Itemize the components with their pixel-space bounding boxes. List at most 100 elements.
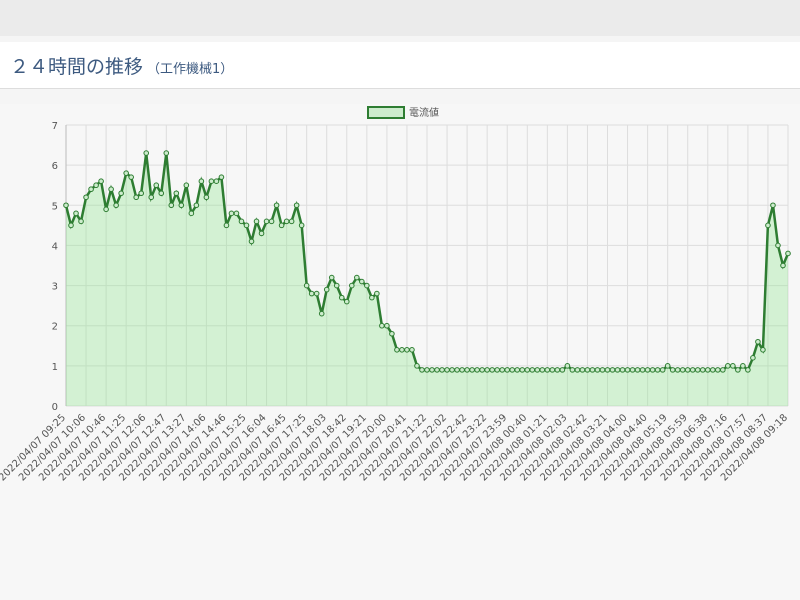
point (509, 367, 516, 373)
point (293, 202, 300, 209)
point (529, 367, 536, 373)
point (579, 367, 586, 373)
point (203, 194, 210, 201)
point (745, 367, 751, 373)
point (624, 367, 631, 373)
point (148, 194, 155, 201)
point (399, 347, 405, 353)
point (750, 355, 756, 361)
point (238, 218, 245, 225)
point (494, 367, 500, 373)
point (364, 282, 370, 289)
point (524, 367, 531, 373)
point (253, 218, 260, 225)
point (449, 367, 455, 373)
point (374, 290, 380, 297)
point (278, 222, 285, 229)
point (153, 182, 160, 189)
point (629, 367, 636, 373)
point (333, 282, 340, 289)
point (228, 210, 235, 217)
point (268, 218, 275, 225)
point (715, 367, 721, 373)
point (323, 286, 330, 293)
point (98, 178, 104, 184)
point (354, 274, 360, 281)
y-tick-label: 2 (52, 322, 58, 333)
point (469, 367, 475, 373)
point (118, 190, 124, 197)
point (213, 178, 220, 184)
point (474, 367, 480, 373)
point (549, 367, 556, 373)
point (143, 150, 150, 156)
point (73, 210, 79, 217)
header: ２４時間の推移 （工作機械1） (0, 42, 800, 89)
point (454, 367, 460, 373)
title-text: ２４時間の推移 (10, 56, 144, 78)
point (313, 290, 320, 297)
point (725, 363, 731, 369)
point (444, 367, 450, 373)
point (569, 367, 576, 373)
point (720, 367, 726, 373)
point (459, 367, 465, 373)
point (699, 367, 706, 373)
point (318, 310, 325, 317)
point (619, 367, 626, 373)
point (649, 367, 656, 373)
point (730, 363, 736, 369)
point (163, 150, 170, 156)
point (559, 367, 566, 373)
point (609, 367, 616, 373)
point (599, 367, 606, 373)
point (404, 347, 410, 353)
point (589, 367, 596, 373)
point (735, 367, 741, 373)
point (479, 367, 485, 373)
point (584, 367, 591, 373)
y-tick-label: 6 (52, 161, 58, 172)
point (183, 182, 190, 189)
point (689, 367, 696, 373)
point (263, 218, 270, 225)
point (760, 347, 766, 353)
y-tick-label: 0 (52, 402, 58, 413)
point (193, 202, 200, 209)
point (338, 294, 345, 301)
point (243, 222, 250, 229)
point (539, 367, 546, 373)
point (639, 367, 646, 373)
point (429, 367, 435, 373)
point (394, 347, 400, 353)
point (484, 367, 490, 373)
point (123, 170, 129, 176)
point (223, 222, 230, 229)
point (709, 367, 716, 373)
point (258, 230, 265, 237)
point (684, 367, 691, 373)
title: ２４時間の推移 （工作機械1） (10, 52, 233, 79)
point (133, 194, 139, 201)
point (113, 202, 119, 209)
point (188, 210, 195, 217)
point (594, 367, 601, 373)
point (634, 367, 641, 373)
point (208, 178, 215, 184)
point (359, 278, 365, 285)
point (775, 242, 781, 249)
point (554, 367, 561, 373)
point (63, 202, 69, 209)
point (138, 190, 145, 197)
y-tick-label: 5 (52, 201, 58, 212)
point (108, 186, 114, 193)
point (704, 367, 711, 373)
legend-label: 電流値 (409, 106, 439, 119)
y-tick-label: 4 (52, 241, 58, 252)
point (644, 367, 651, 373)
point (519, 367, 526, 373)
area (66, 153, 788, 406)
point (424, 367, 430, 373)
point (755, 338, 761, 345)
y-tick-label: 3 (52, 282, 58, 293)
